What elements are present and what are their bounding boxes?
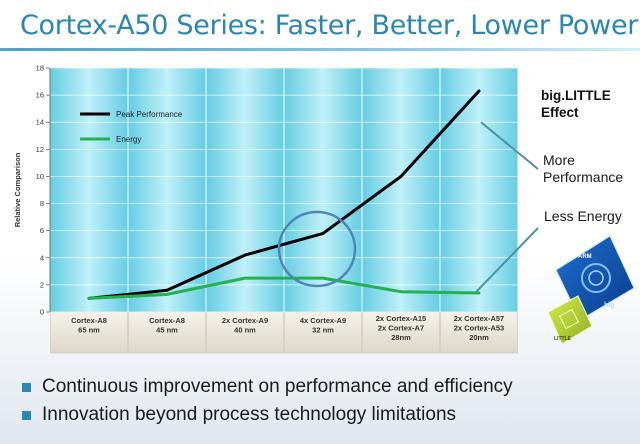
callout-less-energy: Less Energy xyxy=(544,208,622,224)
x-tick-label: Cortex-A8 xyxy=(149,316,185,325)
y-tick-label: 4 xyxy=(40,253,44,262)
x-tick-label: 2x Cortex-A9 xyxy=(222,316,268,325)
big-little-line1: big.LITTLE xyxy=(541,88,611,103)
x-tick-label: 2x Cortex-A7 xyxy=(378,324,424,333)
x-tick-label: 65 nm xyxy=(78,326,100,335)
callout-lines xyxy=(474,121,539,294)
column-bg xyxy=(362,68,440,312)
callout-line-energy xyxy=(474,227,539,294)
x-tick-label: 20nm xyxy=(469,333,489,342)
bullet-item: Continuous improvement on performance an… xyxy=(22,373,513,401)
y-tick-label: 8 xyxy=(40,199,44,208)
bullet-item: Innovation beyond process technology lim… xyxy=(22,401,513,429)
category-cell xyxy=(50,311,128,354)
y-tick-label: 14 xyxy=(36,118,44,127)
legend-label: Energy xyxy=(116,135,141,144)
category-cell xyxy=(440,311,518,354)
y-axis-label: Relative Comparison xyxy=(13,152,22,227)
x-tick-label: 32 nm xyxy=(312,326,334,335)
column-bg xyxy=(50,68,128,312)
y-tick-label: 12 xyxy=(36,145,44,154)
x-tick-label: 4x Cortex-A9 xyxy=(300,316,346,325)
series-lines xyxy=(87,89,481,300)
y-tick-label: 0 xyxy=(40,308,44,317)
chip-little-label: LITTLE xyxy=(554,336,572,342)
bullet-text: Continuous improvement on performance an… xyxy=(42,376,513,397)
y-tick-label: 16 xyxy=(36,91,44,100)
x-tick-label: Cortex-A8 xyxy=(71,316,107,325)
highlight-circle xyxy=(277,210,357,288)
x-tick-label: 2x Cortex-A15 xyxy=(376,314,426,323)
big-little-effect-title: big.LITTLE Effect xyxy=(541,87,636,121)
bullet-list: Continuous improvement on performance an… xyxy=(22,373,513,429)
y-tick-label: 18 xyxy=(36,64,44,73)
big-little-line2: Effect xyxy=(541,105,579,120)
little-chip: LITTLE xyxy=(548,295,593,345)
title-rule xyxy=(0,48,640,51)
chip-big-label: big xyxy=(604,302,615,309)
column-bg xyxy=(284,68,362,312)
x-tick-label: 2x Cortex-A53 xyxy=(454,324,504,333)
y-axis-ticks: 0 2 4 6 8 10 12 14 16 18 xyxy=(36,64,51,317)
big-little-chip-graphic: ARM big LITTLE xyxy=(548,235,635,345)
x-tick-label: 45 nm xyxy=(156,326,178,335)
column-bg xyxy=(128,68,206,312)
x-tick-label: 40 nm xyxy=(234,326,256,335)
column-bg xyxy=(440,68,518,312)
column-backgrounds xyxy=(50,68,518,354)
callout-more-performance: More Performance xyxy=(543,152,624,185)
chip-arm-label: ARM xyxy=(578,254,592,260)
page-title: Cortex-A50 Series: Faster, Better, Lower… xyxy=(20,10,639,41)
column-bg xyxy=(206,68,284,312)
y-tick-label: 10 xyxy=(36,172,44,181)
y-tick-label: 6 xyxy=(40,226,44,235)
performance-energy-chart: 0 2 4 6 8 10 12 14 16 18 Relative Comparison Cort… xyxy=(13,64,539,354)
x-tick-label: 28nm xyxy=(391,333,411,342)
category-cell xyxy=(206,311,284,354)
x-tick-label: 2x Cortex-A57 xyxy=(454,314,504,323)
bullet-square-icon xyxy=(22,382,31,392)
bullet-square-icon xyxy=(22,410,31,420)
series-line-peak-performance xyxy=(87,89,481,300)
callout-line-performance xyxy=(480,121,539,170)
series-line-energy xyxy=(87,276,481,300)
y-tick-label: 2 xyxy=(40,280,44,289)
bullet-text: Innovation beyond process technology lim… xyxy=(42,404,457,425)
category-cell xyxy=(128,311,206,354)
legend: Peak Performance Energy xyxy=(80,110,183,144)
category-cell xyxy=(362,311,440,354)
legend-label: Peak Performance xyxy=(116,110,183,119)
